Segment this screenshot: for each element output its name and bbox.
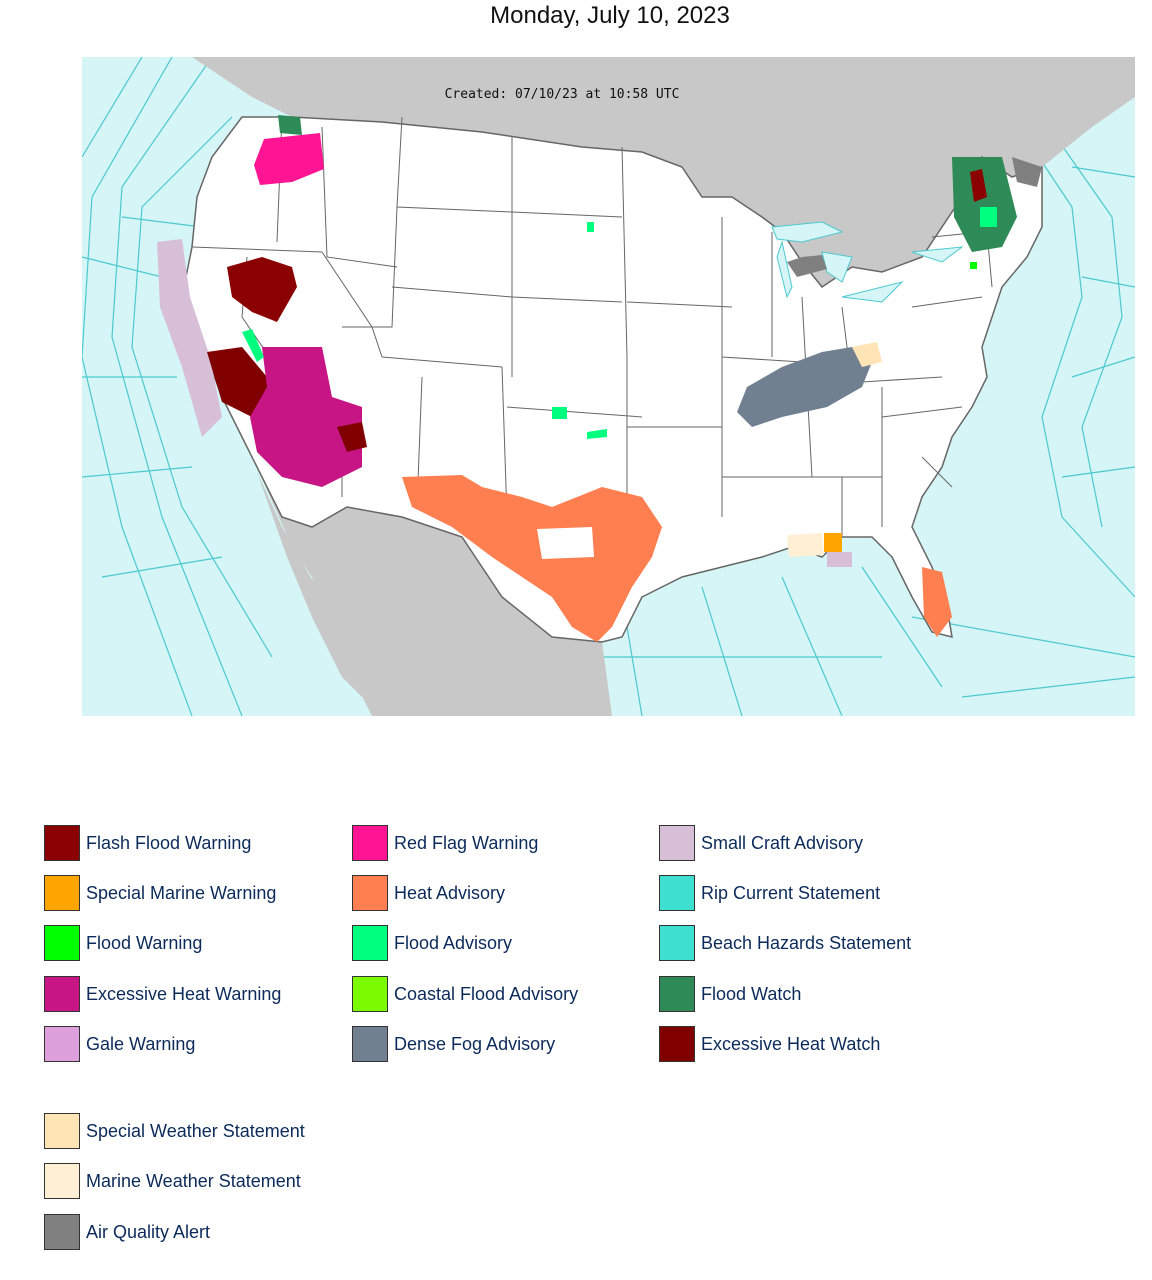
- legend-label: Excessive Heat Watch: [701, 1033, 881, 1054]
- lake-erie: [841, 281, 904, 303]
- legend-label: Gale Warning: [86, 1033, 196, 1054]
- legend-excessive-heat-warning: Excessive Heat Warning: [44, 975, 281, 1013]
- legend-label: Flood Watch: [701, 983, 802, 1004]
- hazard-flood-advisory-ok: [587, 429, 607, 439]
- legend-rip-current-statement: Rip Current Statement: [659, 874, 880, 912]
- legend-label: Rip Current Statement: [701, 882, 881, 903]
- legend-gale-warning: Gale Warning: [44, 1025, 195, 1063]
- legend-label: Heat Advisory: [394, 882, 506, 903]
- legend-label: Special Marine Warning: [86, 882, 277, 903]
- baja-california: [257, 472, 362, 697]
- hazard-flood-advisory-nv: [242, 329, 264, 362]
- legend-swatch: [659, 1026, 695, 1062]
- legend-label: Air Quality Alert: [86, 1221, 211, 1242]
- legend-swatch: [44, 925, 80, 961]
- legend-swatch: [352, 825, 388, 861]
- legend-swatch: [659, 875, 695, 911]
- legend-swatch: [352, 976, 388, 1012]
- legend-small-craft-advisory: Small Craft Advisory: [659, 824, 863, 862]
- hazard-red-flag-wa: [254, 133, 324, 185]
- canada-land: [192, 57, 1135, 287]
- legend-flood-advisory: Flood Advisory: [352, 924, 512, 962]
- hazard-marine-statement-gulf: [787, 533, 824, 557]
- legend-swatch: [44, 1026, 80, 1062]
- hazard-flood-warning-ne: [970, 262, 977, 269]
- legend-label: Flood Warning: [86, 932, 203, 953]
- legend-label: Flood Advisory: [394, 932, 513, 953]
- legend-swatch: [659, 976, 695, 1012]
- legend-swatch: [44, 825, 80, 861]
- hazard-flood-advisory-ne: [980, 207, 997, 227]
- hazard-flood-watch-wa: [278, 115, 302, 135]
- hazard-special-marine-gulf: [824, 533, 842, 552]
- legend-swatch: [44, 976, 80, 1012]
- hazard-flood-advisory-ks: [552, 407, 567, 419]
- lake-superior: [771, 221, 844, 243]
- legend-swatch: [44, 875, 80, 911]
- legend-heat-advisory: Heat Advisory: [352, 874, 505, 912]
- marine-zones: [82, 57, 1135, 716]
- legend-swatch: [659, 825, 695, 861]
- hazard-air-quality-maine: [1012, 157, 1042, 187]
- lake-michigan: [776, 240, 793, 299]
- legend-label: Flash Flood Warning: [86, 832, 252, 853]
- hazard-air-quality-lakes: [787, 255, 827, 277]
- legend-red-flag-warning: Red Flag Warning: [352, 824, 538, 862]
- legend-swatch: [659, 925, 695, 961]
- hazard-small-craft-ca: [157, 239, 222, 437]
- legend-swatch: [44, 1113, 80, 1149]
- legend-special-weather-statement: Special Weather Statement: [44, 1112, 305, 1150]
- legend-dense-fog-advisory: Dense Fog Advisory: [352, 1025, 555, 1063]
- hazard-flash-flood-nv: [227, 257, 297, 322]
- map-created-stamp: Created: 07/10/23 at 10:58 UTC: [445, 87, 680, 102]
- state-lines: [191, 116, 993, 537]
- hazard-map-svg: Created: 07/10/23 at 10:58 UTC: [82, 57, 1135, 716]
- hazard-heat-watch-ca: [207, 347, 272, 417]
- legend-coastal-flood-advisory: Coastal Flood Advisory: [352, 975, 578, 1013]
- legend-label: Marine Weather Statement: [86, 1170, 301, 1191]
- legend-label: Red Flag Warning: [394, 832, 539, 853]
- hazard-areas: [157, 115, 1042, 642]
- hazard-heat-advisory-fl: [922, 567, 952, 637]
- legend-label: Special Weather Statement: [86, 1120, 305, 1141]
- legend-swatch: [352, 925, 388, 961]
- hazard-flash-flood-vt: [970, 169, 987, 202]
- legend-label: Excessive Heat Warning: [86, 983, 282, 1004]
- legend-swatch: [44, 1214, 80, 1250]
- legend-special-marine-warning: Special Marine Warning: [44, 874, 276, 912]
- legend-flood-watch: Flood Watch: [659, 975, 801, 1013]
- legend-label: Coastal Flood Advisory: [394, 983, 579, 1004]
- hazard-heat-watch-az: [337, 422, 367, 452]
- legend-excessive-heat-watch: Excessive Heat Watch: [659, 1025, 880, 1063]
- hazard-excessive-heat-sw: [250, 347, 362, 487]
- hazard-dense-fog-tn-ky: [737, 347, 872, 427]
- legend-label: Small Craft Advisory: [701, 832, 864, 853]
- lake-ontario: [911, 246, 964, 263]
- legend-air-quality-alert: Air Quality Alert: [44, 1213, 210, 1251]
- hazard-map: Created: 07/10/23 at 10:58 UTC: [82, 57, 1135, 716]
- page-title: Monday, July 10, 2023: [490, 2, 730, 29]
- legend-marine-weather-statement: Marine Weather Statement: [44, 1162, 301, 1200]
- hazard-small-craft-gulf: [827, 552, 852, 567]
- legend-label: Dense Fog Advisory: [394, 1033, 556, 1054]
- legend-swatch: [352, 1026, 388, 1062]
- legend-flood-warning: Flood Warning: [44, 924, 202, 962]
- hazard-gap-tx: [537, 527, 594, 559]
- hazard-heat-advisory-tx: [402, 475, 662, 642]
- legend-swatch: [352, 875, 388, 911]
- hazard-special-weather-wv: [852, 342, 882, 367]
- legend-flash-flood-warning: Flash Flood Warning: [44, 824, 251, 862]
- legend-label: Beach Hazards Statement: [701, 932, 912, 953]
- legend-swatch: [44, 1163, 80, 1199]
- hazard-flood-watch-ne: [952, 157, 1017, 252]
- legend-beach-hazards-statement: Beach Hazards Statement: [659, 924, 911, 962]
- hazard-flood-advisory-sd: [587, 222, 594, 232]
